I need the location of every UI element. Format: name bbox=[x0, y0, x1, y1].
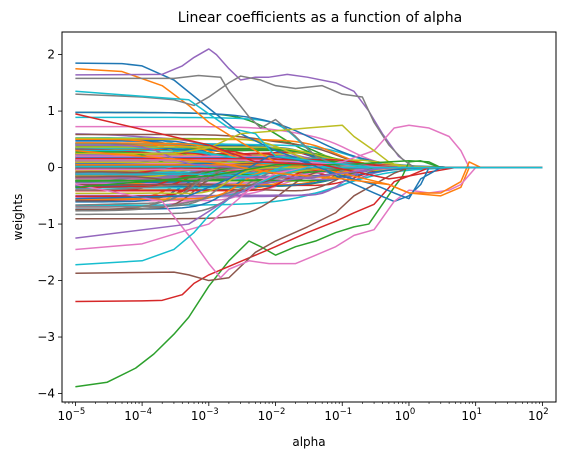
x-tick-label: 10−2 bbox=[258, 407, 286, 423]
series-line bbox=[75, 124, 543, 169]
y-tick-label: −1 bbox=[37, 217, 55, 231]
plot-frame bbox=[61, 31, 557, 403]
series-line bbox=[75, 75, 543, 169]
y-tick-label: 2 bbox=[47, 48, 55, 62]
y-tick-label: −2 bbox=[37, 274, 55, 288]
x-tick-label: 101 bbox=[461, 407, 482, 423]
y-tick-label: −3 bbox=[37, 330, 55, 344]
x-axis-label: alpha bbox=[292, 435, 325, 449]
series-line bbox=[75, 124, 543, 251]
series-line bbox=[75, 149, 543, 194]
series-line bbox=[75, 62, 543, 203]
series-line bbox=[75, 166, 543, 282]
series-line bbox=[75, 74, 543, 169]
series-group bbox=[75, 48, 543, 388]
x-tick-label: 100 bbox=[395, 407, 416, 423]
series-line bbox=[75, 113, 543, 180]
x-tick-label: 10−5 bbox=[57, 407, 85, 423]
series-line bbox=[75, 166, 543, 239]
series-line bbox=[75, 90, 543, 169]
series-line bbox=[75, 166, 543, 266]
x-tick-label: 10−1 bbox=[324, 407, 352, 423]
x-tick-label: 10−4 bbox=[124, 407, 152, 423]
y-tick-label: 1 bbox=[47, 104, 55, 118]
x-tick-label: 10−3 bbox=[191, 407, 219, 423]
series-line bbox=[75, 160, 543, 189]
y-tick-label: 0 bbox=[47, 161, 55, 175]
series-line bbox=[75, 48, 543, 169]
chart-title: Linear coefficients as a function of alp… bbox=[178, 10, 462, 26]
y-axis-label: weights bbox=[11, 194, 25, 241]
x-tick-label: 102 bbox=[528, 407, 549, 423]
y-tick-label: −4 bbox=[37, 387, 55, 401]
series-line bbox=[75, 160, 543, 388]
